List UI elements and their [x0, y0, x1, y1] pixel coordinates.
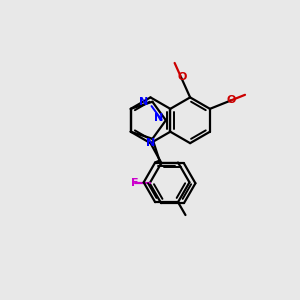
Text: N: N	[154, 113, 163, 123]
Text: O: O	[178, 71, 187, 82]
Text: N: N	[146, 138, 155, 148]
Text: F: F	[131, 178, 139, 188]
Text: N: N	[139, 98, 148, 107]
Text: O: O	[226, 95, 236, 105]
